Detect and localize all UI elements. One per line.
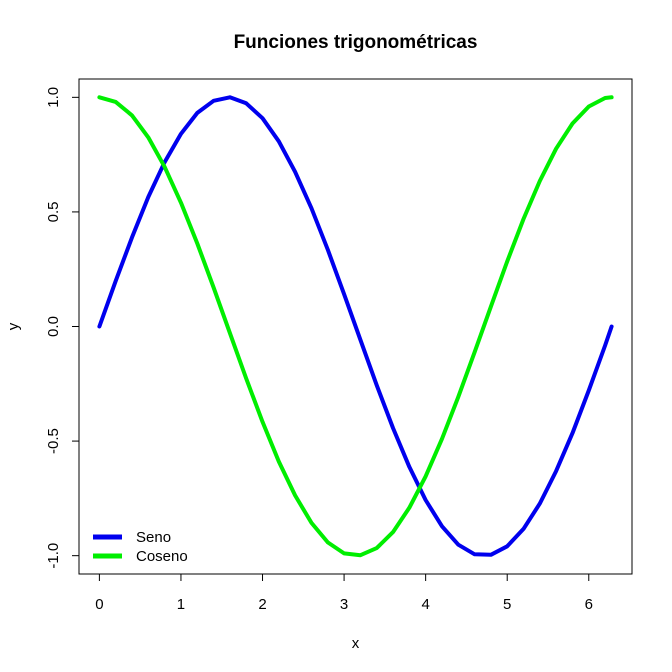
y-axis-label: y (5, 322, 22, 330)
legend-label-coseno: Coseno (136, 548, 188, 565)
y-tick-label: 0.0 (45, 316, 62, 337)
x-tick-label: 4 (421, 596, 429, 613)
x-tick-label: 5 (503, 596, 511, 613)
y-tick-label: -1.0 (45, 543, 62, 569)
series-line-coseno (97, 95, 614, 558)
y-tick-label: 0.5 (45, 201, 62, 222)
legend-label-seno: Seno (136, 529, 171, 546)
series-line-seno (97, 95, 614, 557)
x-tick-label: 6 (585, 596, 593, 613)
y-tick-label: 1.0 (45, 87, 62, 108)
chart-title: Funciones trigonométricas (234, 32, 478, 53)
x-axis: 0 1 2 3 4 5 6 (95, 573, 593, 613)
x-tick-label: 3 (340, 596, 348, 613)
series-layer (97, 95, 614, 558)
x-tick-label: 2 (258, 596, 266, 613)
x-tick-label: 0 (95, 596, 103, 613)
x-tick-label: 1 (177, 596, 185, 613)
y-axis: -1.0 -0.5 0.0 0.5 1.0 (45, 87, 80, 569)
x-axis-label: x (352, 635, 360, 652)
legend: Seno Coseno (93, 529, 188, 565)
y-tick-label: -0.5 (45, 428, 62, 454)
